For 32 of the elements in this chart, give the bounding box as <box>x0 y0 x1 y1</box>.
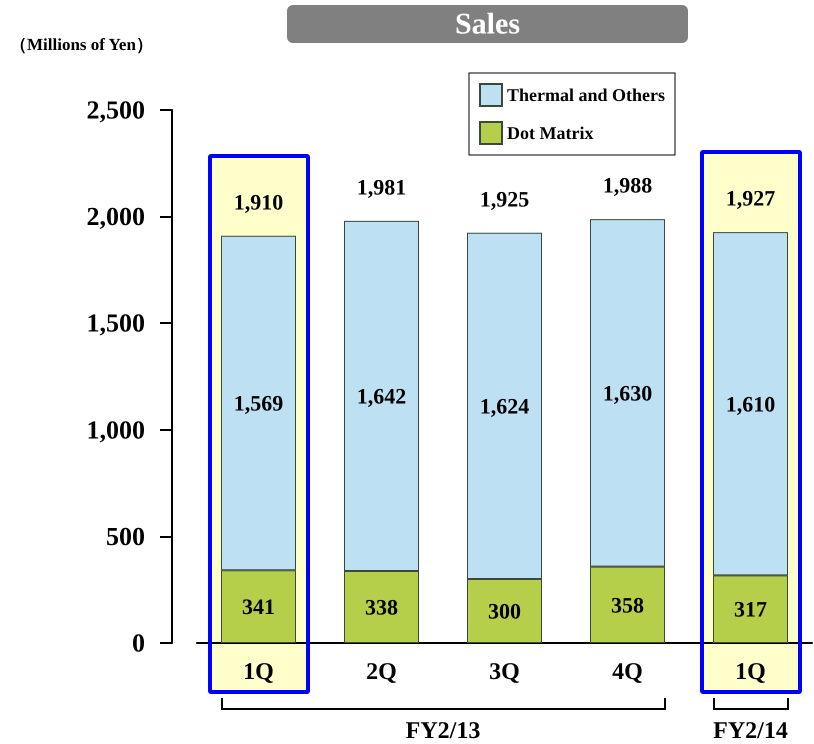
legend-label: Dot Matrix <box>507 123 594 143</box>
x-tick-label: 4Q <box>612 659 643 685</box>
data-label: 1,624 <box>480 393 530 418</box>
total-label: 1,988 <box>602 172 652 198</box>
legend-label: Thermal and Others <box>507 85 666 105</box>
data-label: 317 <box>734 596 767 622</box>
text: FY2/14 <box>713 718 788 744</box>
x-tick-label: 3Q <box>489 659 520 685</box>
data-label: 338 <box>365 594 398 620</box>
y-tick-label: 2,000 <box>86 202 145 232</box>
data-label: 300 <box>488 598 521 624</box>
y-tick-label: 0 <box>132 628 145 658</box>
x-tick-label: 1Q <box>243 659 274 685</box>
total-label: 1,910 <box>234 189 284 214</box>
total-label: 1,925 <box>480 186 530 212</box>
data-label: 1,642 <box>356 383 406 408</box>
y-tick-label: 1,000 <box>86 415 145 444</box>
total-label: 1,981 <box>356 174 406 200</box>
chart-title: Sales <box>455 8 520 40</box>
y-tick-label: 500 <box>106 522 145 551</box>
total-label: 1,927 <box>726 186 776 211</box>
y-tick-label: 2,500 <box>86 96 145 124</box>
data-label: 341 <box>242 594 275 620</box>
y-tick-label: 1,500 <box>86 308 145 338</box>
text: FY2/13 <box>406 718 480 744</box>
y-axis-title: （Millions of Yen） <box>10 35 153 54</box>
data-label: 1,610 <box>726 391 776 416</box>
data-label: 1,630 <box>602 380 652 406</box>
x-tick-label: 2Q <box>366 659 397 685</box>
x-tick-label: 1Q <box>735 659 766 685</box>
data-label: 1,569 <box>234 390 284 416</box>
data-label: 358 <box>611 592 644 618</box>
